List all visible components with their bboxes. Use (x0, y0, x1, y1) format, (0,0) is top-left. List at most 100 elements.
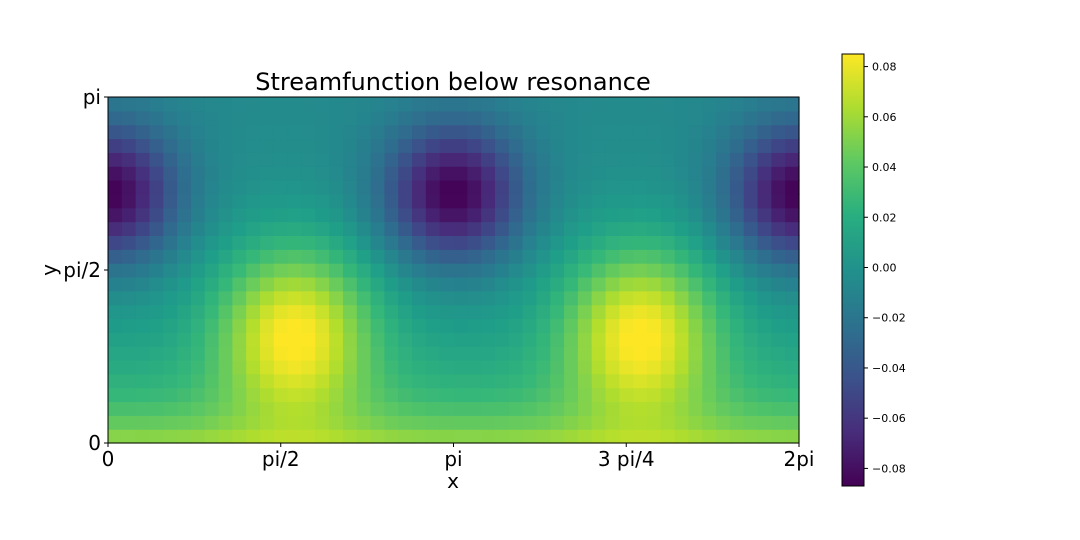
heatmap-cell (412, 290, 427, 306)
heatmap-cell (246, 359, 261, 375)
heatmap-cell (439, 152, 455, 167)
heatmap-cell (232, 97, 247, 112)
heatmap-cell (660, 166, 676, 181)
heatmap-cell (591, 276, 607, 292)
heatmap-cell (329, 193, 344, 209)
heatmap-cell (412, 207, 427, 223)
heatmap-cell (633, 415, 648, 430)
heatmap-cell (646, 373, 662, 389)
heatmap-cell (439, 373, 455, 389)
heatmap-cell (204, 387, 220, 403)
heatmap-cell (232, 207, 247, 223)
heatmap-cell (425, 415, 441, 430)
heatmap-cell (688, 401, 703, 416)
heatmap-cell (370, 110, 385, 126)
heatmap-cell (771, 207, 786, 223)
heatmap-cell (135, 193, 151, 209)
heatmap-cell (771, 138, 786, 153)
heatmap-cell (522, 152, 538, 167)
heatmap-cell (757, 276, 772, 292)
heatmap-cell (564, 110, 579, 126)
heatmap-cell (494, 124, 510, 140)
heatmap-cell (177, 249, 192, 264)
heatmap-cell (329, 276, 344, 292)
heatmap-cell (439, 166, 455, 181)
heatmap-cell (508, 138, 524, 153)
heatmap-cell (398, 332, 413, 347)
heatmap-cell (149, 373, 164, 389)
heatmap-cell (757, 429, 772, 444)
heatmap-cell (660, 180, 676, 195)
heatmap-cell (481, 387, 496, 403)
heatmap-cell (121, 387, 137, 403)
heatmap-cell (550, 166, 565, 181)
heatmap-cell (204, 249, 220, 264)
heatmap-cell (329, 207, 344, 223)
heatmap-cell (121, 359, 137, 375)
heatmap-cell (370, 193, 385, 209)
heatmap-cell (536, 346, 551, 361)
heatmap-cell (425, 346, 441, 361)
heatmap-cell (646, 110, 662, 126)
heatmap-cell (301, 373, 316, 389)
heatmap-cell (135, 166, 151, 181)
heatmap-cell (536, 359, 551, 375)
heatmap-cell (453, 401, 468, 416)
heatmap-cell (108, 359, 123, 375)
heatmap-cell (121, 263, 137, 278)
heatmap-cell (688, 235, 703, 250)
heatmap-cell (412, 152, 427, 167)
heatmap-cell (412, 332, 427, 347)
heatmap-cell (550, 290, 565, 306)
heatmap-cell (494, 373, 510, 389)
heatmap-cell (467, 346, 482, 361)
heatmap-cell (633, 235, 648, 250)
heatmap-cell (716, 110, 731, 126)
heatmap-cell (660, 263, 676, 278)
heatmap-cell (785, 276, 800, 292)
heatmap-cell (785, 387, 800, 403)
heatmap-cell (439, 124, 455, 140)
heatmap-cell (273, 249, 289, 264)
heatmap-cell (619, 373, 634, 389)
heatmap-cell (550, 401, 565, 416)
heatmap-cell (342, 276, 358, 292)
heatmap-cell (771, 429, 786, 444)
heatmap-cell (453, 359, 468, 375)
heatmap-cell (660, 359, 676, 375)
heatmap-cell (522, 346, 538, 361)
heatmap-cell (246, 346, 261, 361)
heatmap-cell (439, 429, 455, 444)
heatmap-cell (273, 359, 289, 375)
heatmap-cell (702, 235, 717, 250)
heatmap-cell (771, 263, 786, 278)
heatmap-cell (121, 180, 137, 195)
heatmap-cell (494, 429, 510, 444)
heatmap-cell (494, 166, 510, 181)
heatmap-cell (273, 290, 289, 306)
heatmap-cell (564, 359, 579, 375)
heatmap-cell (177, 235, 192, 250)
heatmap-cell (342, 415, 358, 430)
heatmap-cell (163, 373, 178, 389)
heatmap-cell (785, 166, 800, 181)
heatmap-cell (591, 318, 607, 333)
heatmap-cell (729, 138, 745, 153)
y-tick-label: 0 (88, 431, 101, 455)
heatmap-cell (481, 304, 496, 320)
heatmap-cell (315, 166, 330, 181)
heatmap-cell (108, 124, 123, 140)
heatmap-cell (190, 207, 206, 223)
heatmap-cell (522, 276, 538, 292)
heatmap-cell (356, 138, 372, 153)
heatmap-cell (246, 401, 261, 416)
heatmap-cell (260, 401, 275, 416)
heatmap-cell (453, 332, 468, 347)
heatmap-cell (577, 304, 593, 320)
heatmap-cell (356, 193, 372, 209)
heatmap-cell (439, 249, 455, 264)
heatmap-cell (121, 429, 137, 444)
heatmap-cell (453, 97, 468, 112)
heatmap-cell (467, 138, 482, 153)
heatmap-cell (315, 332, 330, 347)
